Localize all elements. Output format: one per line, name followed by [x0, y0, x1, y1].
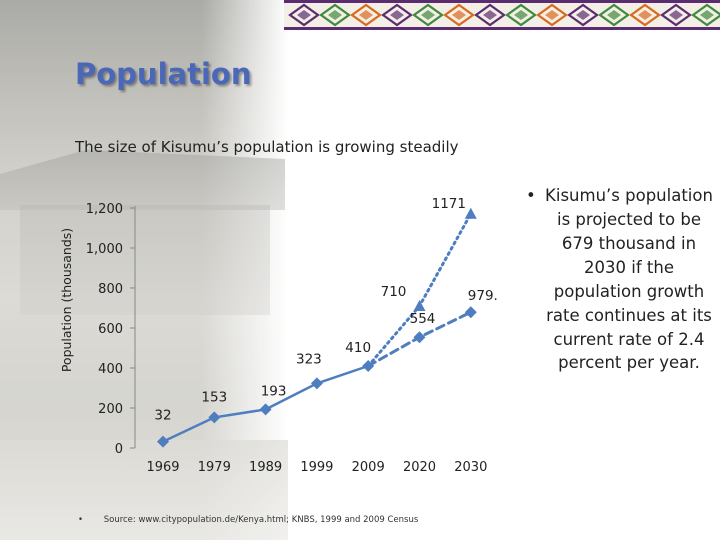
banner-diamond	[319, 3, 351, 27]
y-tick-label: 800	[98, 282, 123, 297]
banner-diamond-inner	[576, 10, 590, 20]
data-label: 554	[410, 311, 436, 327]
banner-diamond	[474, 3, 506, 27]
banner-diamond	[350, 3, 382, 27]
data-label: 153	[201, 389, 227, 405]
x-tick-label: 1989	[249, 460, 282, 475]
decorative-banner	[284, 0, 720, 30]
banner-diamond-inner	[514, 10, 528, 20]
data-point-diamond	[413, 331, 426, 344]
data-point-diamond	[259, 403, 272, 416]
source-text: Source: www.citypopulation.de/Kenya.html…	[103, 515, 419, 525]
data-point-diamond	[362, 360, 375, 372]
banner-diamond-inner	[607, 10, 621, 20]
projection-text: Kisumu’s population is projected to be 6…	[545, 186, 713, 373]
y-tick-label: 200	[98, 402, 123, 417]
banner-diamond	[629, 3, 661, 27]
x-tick-label: 1999	[300, 460, 333, 475]
y-tick-label: 1,200	[86, 202, 123, 217]
data-label: 979.	[468, 288, 498, 304]
source-bullet: •	[78, 515, 84, 525]
photo-ground	[0, 440, 288, 540]
banner-diamond	[567, 3, 599, 27]
y-tick-label: 400	[98, 362, 123, 377]
slide-title: Population	[75, 57, 252, 91]
banner-diamond-inner	[390, 10, 404, 20]
data-label: 193	[261, 383, 287, 399]
banner-diamond	[691, 3, 720, 27]
banner-diamond-inner	[700, 10, 714, 20]
chart-subtitle: The size of Kisumu’s population is growi…	[75, 138, 459, 156]
banner-diamond-inner	[421, 10, 435, 20]
banner-diamond-inner	[328, 10, 342, 20]
data-point-diamond	[208, 411, 221, 424]
photo-wall	[20, 205, 270, 315]
y-axis-title: Population (thousands)	[59, 228, 74, 372]
banner-diamond	[598, 3, 630, 27]
data-point-diamond	[157, 435, 169, 448]
banner-diamond-inner	[638, 10, 652, 20]
data-label: 710	[381, 284, 407, 300]
data-label: 32	[154, 408, 171, 424]
banner-diamond	[381, 3, 413, 27]
banner-diamond	[505, 3, 537, 27]
banner-diamond-inner	[452, 10, 466, 20]
data-point-triangle	[413, 300, 426, 311]
bullet-dot: •	[526, 186, 536, 205]
banner-diamond	[288, 3, 320, 27]
banner-diamond	[536, 3, 568, 27]
x-tick-label: 2009	[352, 460, 385, 475]
banner-diamond	[443, 3, 475, 27]
data-label: 1171	[432, 196, 466, 212]
y-tick-label: 1,000	[86, 242, 123, 257]
x-tick-label: 1969	[146, 460, 179, 475]
projection-bullet: • Kisumu’s population is projected to be…	[518, 184, 714, 375]
banner-diamond-inner	[483, 10, 497, 20]
data-label: 410	[345, 340, 371, 356]
source-note: • Source: www.citypopulation.de/Kenya.ht…	[78, 515, 418, 525]
x-tick-label: 2020	[403, 460, 436, 475]
x-tick-label: 1979	[198, 460, 231, 475]
data-point-triangle	[464, 207, 477, 219]
background-photo	[0, 0, 288, 540]
data-point-diamond	[310, 377, 323, 390]
x-tick-label: 2030	[454, 460, 487, 475]
banner-diamond	[412, 3, 444, 27]
banner-diamond-inner	[297, 10, 311, 20]
banner-diamond-inner	[545, 10, 559, 20]
y-tick-label: 0	[115, 442, 123, 457]
banner-diamond-inner	[669, 10, 683, 20]
data-label: 323	[296, 351, 322, 367]
y-tick-label: 600	[98, 322, 123, 337]
banner-diamond-inner	[359, 10, 373, 20]
data-point-diamond	[464, 306, 477, 319]
banner-diamond	[660, 3, 692, 27]
